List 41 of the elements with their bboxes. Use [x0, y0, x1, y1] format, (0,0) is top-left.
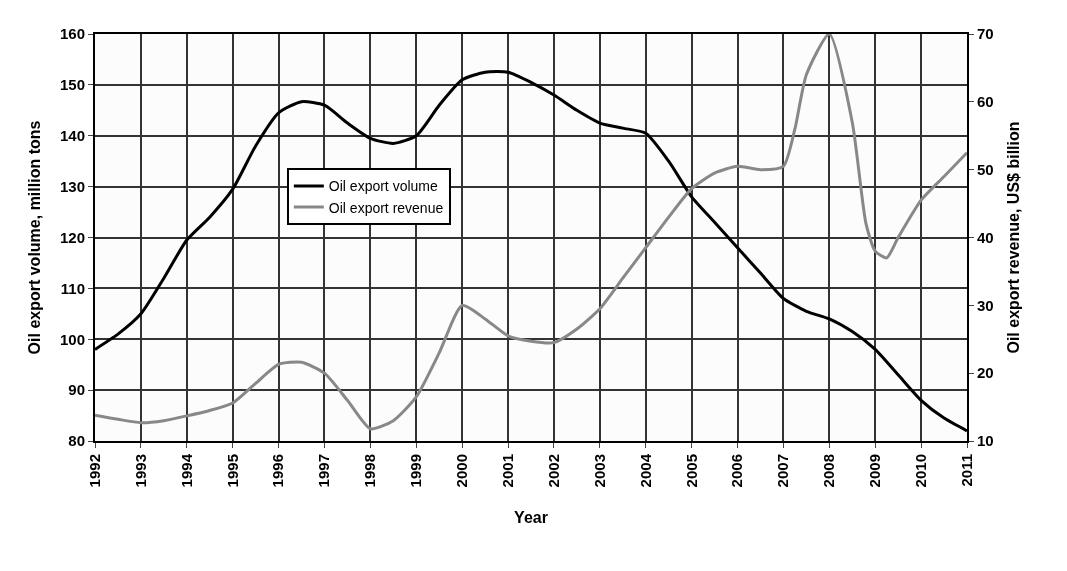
x-tick-label: 1997	[315, 454, 333, 488]
x-tick-label: 2008	[820, 454, 838, 488]
x-tick-label: 1996	[269, 454, 287, 488]
legend-label: Oil export volume	[328, 178, 438, 195]
x-tick-label: 2003	[590, 454, 608, 488]
x-tick-label: 2009	[866, 454, 884, 488]
x-tick-label: 2001	[498, 454, 516, 488]
x-tick-label: 2000	[453, 454, 471, 488]
x-tick-label: 1994	[177, 453, 195, 488]
y-tick-label: 150	[59, 76, 85, 94]
y-tick-label: 130	[59, 177, 85, 195]
y-tick-label: 160	[59, 25, 85, 43]
x-tick-label: 2002	[544, 454, 562, 488]
y2-tick-label: 30	[977, 296, 994, 314]
y-tick-label: 120	[59, 228, 85, 246]
x-axis-title: Year	[514, 508, 548, 526]
y2-tick-label: 50	[977, 160, 994, 178]
x-tick-label: 1992	[85, 454, 103, 488]
y-tick-label: 90	[68, 381, 85, 399]
y-tick-label: 140	[59, 127, 85, 144]
y-tick-label: 80	[68, 432, 85, 450]
x-tick-label: 1999	[407, 454, 425, 488]
legend-label: Oil export revenue	[328, 199, 444, 216]
y2-tick-label: 60	[977, 93, 994, 111]
x-tick-label: 2006	[728, 454, 746, 488]
y2-tick-label: 20	[977, 364, 994, 382]
x-tick-label: 2011	[957, 454, 975, 487]
x-tick-label: 1993	[131, 454, 149, 488]
x-tick-label: 1995	[223, 454, 241, 488]
y2-tick-label: 70	[977, 25, 994, 43]
y-axis-title: Oil export volume, million tons	[26, 120, 44, 355]
x-tick-label: 2007	[774, 454, 792, 488]
y2-tick-label: 10	[977, 432, 994, 450]
x-tick-label: 2004	[636, 453, 654, 488]
x-tick-label: 1998	[361, 454, 379, 488]
y-tick-label: 100	[59, 330, 85, 348]
y2-tick-label: 40	[977, 228, 994, 246]
x-tick-label: 2010	[911, 454, 929, 488]
y2-axis-title: Oil export revenue, US$ billion	[1004, 121, 1022, 354]
y-tick-label: 110	[60, 279, 85, 297]
x-tick-label: 2005	[682, 454, 700, 488]
